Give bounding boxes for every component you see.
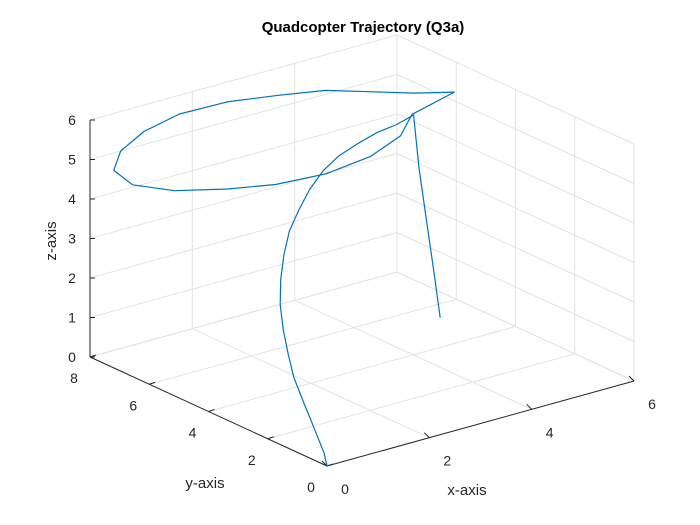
z-tick-label: 1 (68, 310, 76, 326)
grid-line-side-z (396, 34, 635, 145)
grid-line-floor-y (149, 298, 457, 385)
grid (89, 34, 635, 467)
y-tick-label: 4 (189, 425, 197, 441)
grid-line-back-z (89, 153, 398, 239)
x-axis-line (326, 380, 635, 467)
grid-line-floor-y (208, 326, 516, 412)
x-tick-mark (423, 432, 430, 439)
axes (89, 120, 635, 467)
grid-line-side-z (396, 113, 635, 224)
y-tick-label: 6 (129, 397, 137, 413)
x-tick-mark (321, 460, 328, 467)
grid-line-back-z (89, 271, 398, 358)
x-tick-label: 2 (443, 453, 451, 469)
x-axis-label: x-axis (447, 482, 486, 499)
tick-marks (89, 119, 635, 467)
grid-line-back-z (89, 232, 398, 318)
trajectory-line-climb (279, 114, 415, 467)
grid-line-side-z (396, 192, 635, 303)
z-tick-label: 0 (68, 349, 76, 365)
grid-line-side-z (396, 232, 635, 342)
z-tick-label: 3 (68, 231, 76, 247)
x-tick-mark (526, 403, 533, 410)
grid-line-side-z (396, 153, 635, 263)
z-tick-label: 2 (68, 270, 76, 286)
trajectory-line-circle (113, 89, 455, 192)
z-axis-label: z-axis (43, 221, 60, 260)
chart-title: Quadcopter Trajectory (Q3a) (262, 19, 465, 36)
grid-line-back-z (89, 74, 398, 160)
y-tick-label: 8 (70, 370, 78, 386)
grid-line-back-z (89, 113, 398, 200)
y-tick-label: 0 (307, 479, 315, 495)
grid-line-floor-y (267, 353, 575, 440)
grid-line-back-z (89, 34, 398, 121)
z-tick-label: 4 (68, 191, 76, 207)
y-axis-label: y-axis (185, 475, 224, 492)
x-tick-mark (628, 375, 635, 382)
x-tick-label: 0 (341, 481, 349, 497)
x-tick-label: 4 (546, 424, 554, 440)
tick-labels: 0 2 4 6 0 2 4 6 8 0 1 2 3 4 5 6 (68, 112, 656, 497)
z-tick-label: 6 (68, 112, 76, 128)
z-tick-label: 5 (68, 152, 76, 168)
y-tick-mark (267, 436, 274, 440)
y-tick-mark (208, 409, 215, 412)
y-tick-mark (149, 381, 156, 385)
grid-line-back-z (89, 192, 398, 279)
y-tick-mark (326, 463, 334, 467)
plot-area (113, 89, 455, 467)
x-tick-label: 6 (648, 396, 656, 412)
trajectory-line-descent (413, 114, 441, 318)
y-tick-label: 2 (248, 452, 256, 468)
